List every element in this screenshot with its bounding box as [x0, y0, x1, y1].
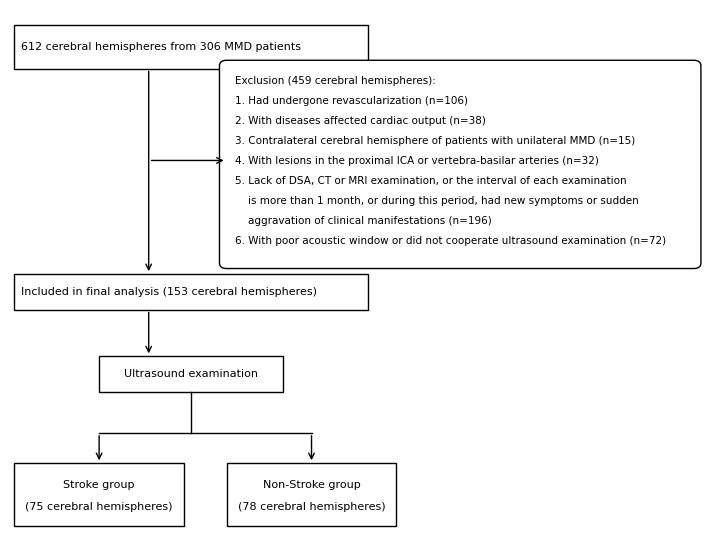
Text: is more than 1 month, or during this period, had new symptoms or sudden: is more than 1 month, or during this per…	[235, 196, 639, 206]
FancyBboxPatch shape	[227, 463, 396, 526]
Text: aggravation of clinical manifestations (n=196): aggravation of clinical manifestations (…	[235, 216, 492, 226]
FancyBboxPatch shape	[14, 25, 368, 68]
Text: 1. Had undergone revascularization (n=106): 1. Had undergone revascularization (n=10…	[235, 96, 468, 106]
Text: 4. With lesions in the proximal ICA or vertebra-basilar arteries (n=32): 4. With lesions in the proximal ICA or v…	[235, 156, 599, 166]
FancyBboxPatch shape	[14, 274, 368, 310]
Text: 612 cerebral hemispheres from 306 MMD patients: 612 cerebral hemispheres from 306 MMD pa…	[21, 42, 301, 52]
FancyBboxPatch shape	[219, 60, 701, 269]
Text: Ultrasound examination: Ultrasound examination	[124, 369, 258, 379]
FancyBboxPatch shape	[99, 356, 283, 392]
Text: (78 cerebral hemispheres): (78 cerebral hemispheres)	[238, 502, 385, 512]
Text: 6. With poor acoustic window or did not cooperate ultrasound examination (n=72): 6. With poor acoustic window or did not …	[235, 236, 666, 247]
Text: Included in final analysis (153 cerebral hemispheres): Included in final analysis (153 cerebral…	[21, 287, 317, 297]
Text: Non-Stroke group: Non-Stroke group	[263, 480, 360, 490]
Text: (75 cerebral hemispheres): (75 cerebral hemispheres)	[25, 502, 173, 512]
Text: 5. Lack of DSA, CT or MRI examination, or the interval of each examination: 5. Lack of DSA, CT or MRI examination, o…	[235, 176, 627, 186]
Text: Stroke group: Stroke group	[64, 480, 135, 490]
Text: Exclusion (459 cerebral hemispheres):: Exclusion (459 cerebral hemispheres):	[235, 76, 436, 85]
Text: 2. With diseases affected cardiac output (n=38): 2. With diseases affected cardiac output…	[235, 116, 486, 126]
FancyBboxPatch shape	[14, 463, 184, 526]
Text: 3. Contralateral cerebral hemisphere of patients with unilateral MMD (n=15): 3. Contralateral cerebral hemisphere of …	[235, 136, 635, 146]
